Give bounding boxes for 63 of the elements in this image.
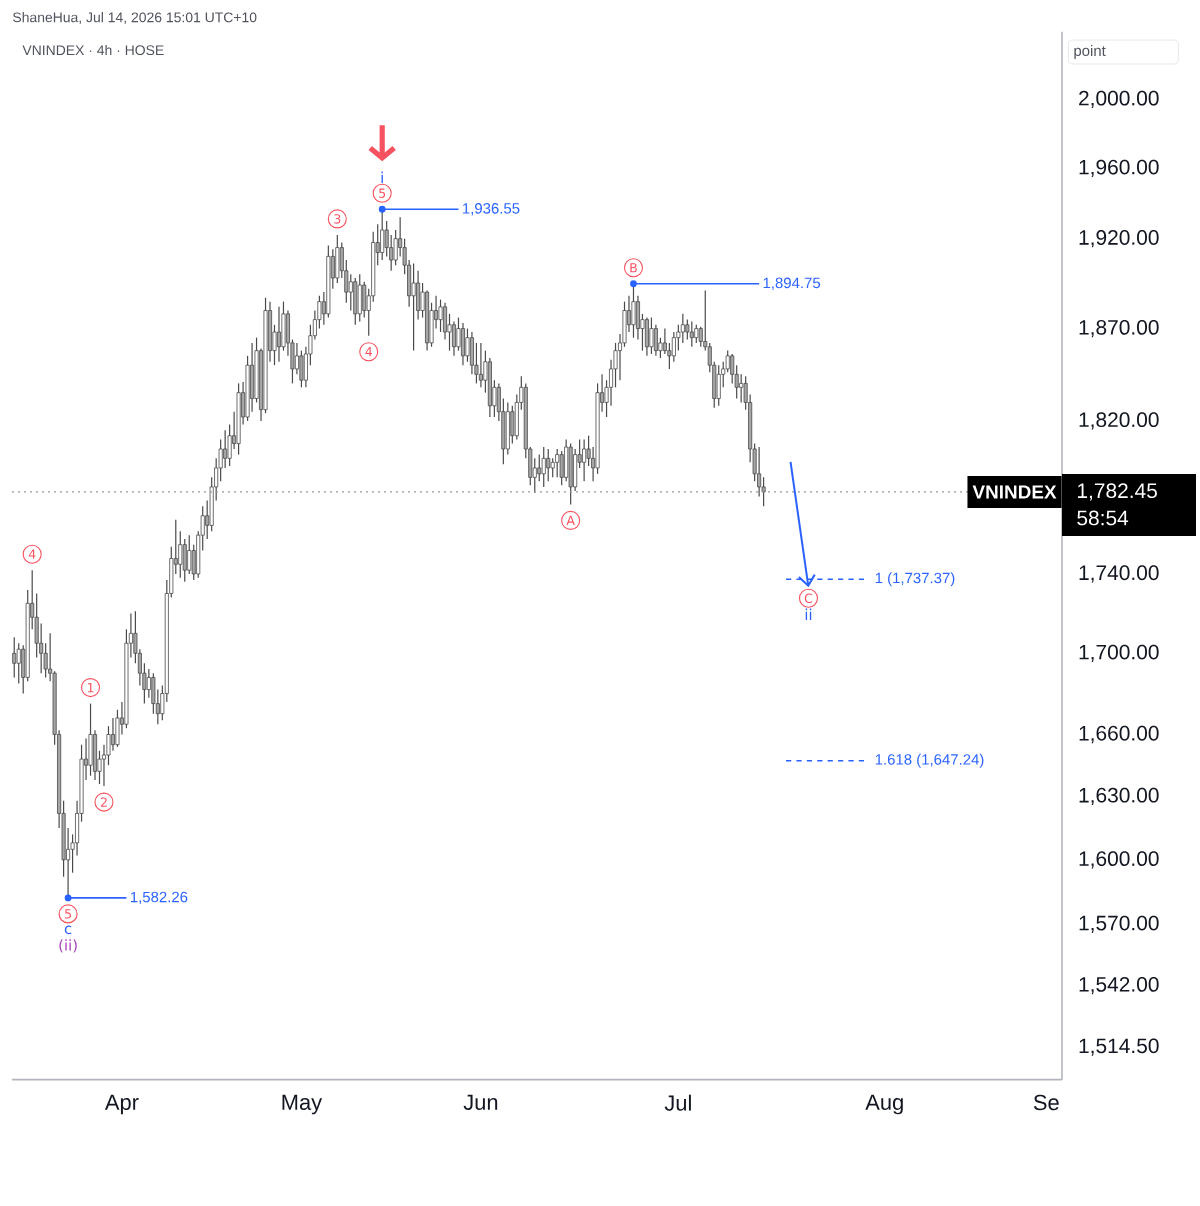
y-tick-label: 1,570.00 — [1079, 915, 1159, 933]
x-tick-label: Aug — [865, 1094, 903, 1115]
y-tick-label: 1,660.00 — [1079, 725, 1159, 744]
candlestick — [649, 317, 654, 355]
candlestick — [653, 324, 658, 357]
candlestick — [353, 277, 358, 326]
candlestick — [550, 457, 555, 478]
y-tick-label: 1,740.00 — [1079, 565, 1159, 583]
candlestick — [716, 364, 721, 407]
candlestick — [451, 320, 457, 357]
candlestick — [276, 306, 281, 363]
candlestick — [380, 208, 385, 261]
candlestick — [541, 446, 546, 488]
candlestick — [757, 446, 762, 498]
candlestick — [582, 438, 587, 482]
candlestick — [12, 636, 17, 679]
ref-line-label: VNINDEX — [972, 485, 1057, 499]
y-tick-label: 1,820.00 — [1079, 412, 1159, 430]
candlestick — [546, 448, 551, 482]
candlestick — [16, 642, 21, 685]
text: 58:54 — [1077, 510, 1129, 526]
candlestick — [357, 273, 362, 323]
y-tick-label: 1,782.45 — [1077, 483, 1157, 501]
candlestick — [335, 234, 340, 284]
candlestick — [250, 342, 255, 413]
candlestick — [299, 350, 304, 388]
candlestick — [559, 450, 564, 486]
x-tick-label: Se — [1033, 1094, 1059, 1111]
y-tick-label: 1,630.00 — [1079, 787, 1159, 806]
candlestick — [88, 702, 93, 777]
candlestick — [671, 331, 676, 363]
candlestick — [739, 373, 744, 404]
candlestick — [680, 313, 685, 344]
y-tick-label: 1,514.50 — [1079, 1038, 1159, 1056]
candlestick — [685, 319, 690, 341]
y-tick-label: 1,700.00 — [1079, 644, 1159, 662]
candlestick — [411, 262, 416, 352]
y-tick-label: 1,600.00 — [1079, 851, 1159, 869]
y-tick-label: 1,542.00 — [1079, 976, 1159, 995]
x-tick-label: Apr — [104, 1094, 139, 1115]
candlestick — [487, 357, 492, 418]
candlestick — [182, 538, 187, 583]
candlestick — [694, 324, 699, 344]
y-tick-label: 1,870.00 — [1079, 319, 1159, 338]
x-tick-label: Jun — [463, 1094, 498, 1110]
candlestick — [555, 448, 560, 478]
candlestick — [631, 283, 636, 339]
candlestick — [689, 320, 694, 348]
candlestick — [469, 331, 474, 375]
y-tick-label: 1,920.00 — [1079, 230, 1159, 248]
candlestick — [187, 534, 192, 575]
x-tick-label: Jul — [664, 1094, 691, 1111]
candlestick — [478, 342, 483, 388]
candlestick — [438, 299, 443, 333]
candlestick — [505, 401, 510, 456]
x-tick-label: May — [282, 1094, 323, 1115]
candlestick — [568, 442, 573, 506]
y-tick-label: 1,960.00 — [1079, 159, 1159, 177]
candlestick — [537, 453, 542, 482]
y-tick-label: 2,000.00 — [1079, 90, 1159, 109]
candlestick — [115, 709, 120, 748]
candlestick — [644, 317, 649, 357]
candlestick — [460, 322, 465, 366]
